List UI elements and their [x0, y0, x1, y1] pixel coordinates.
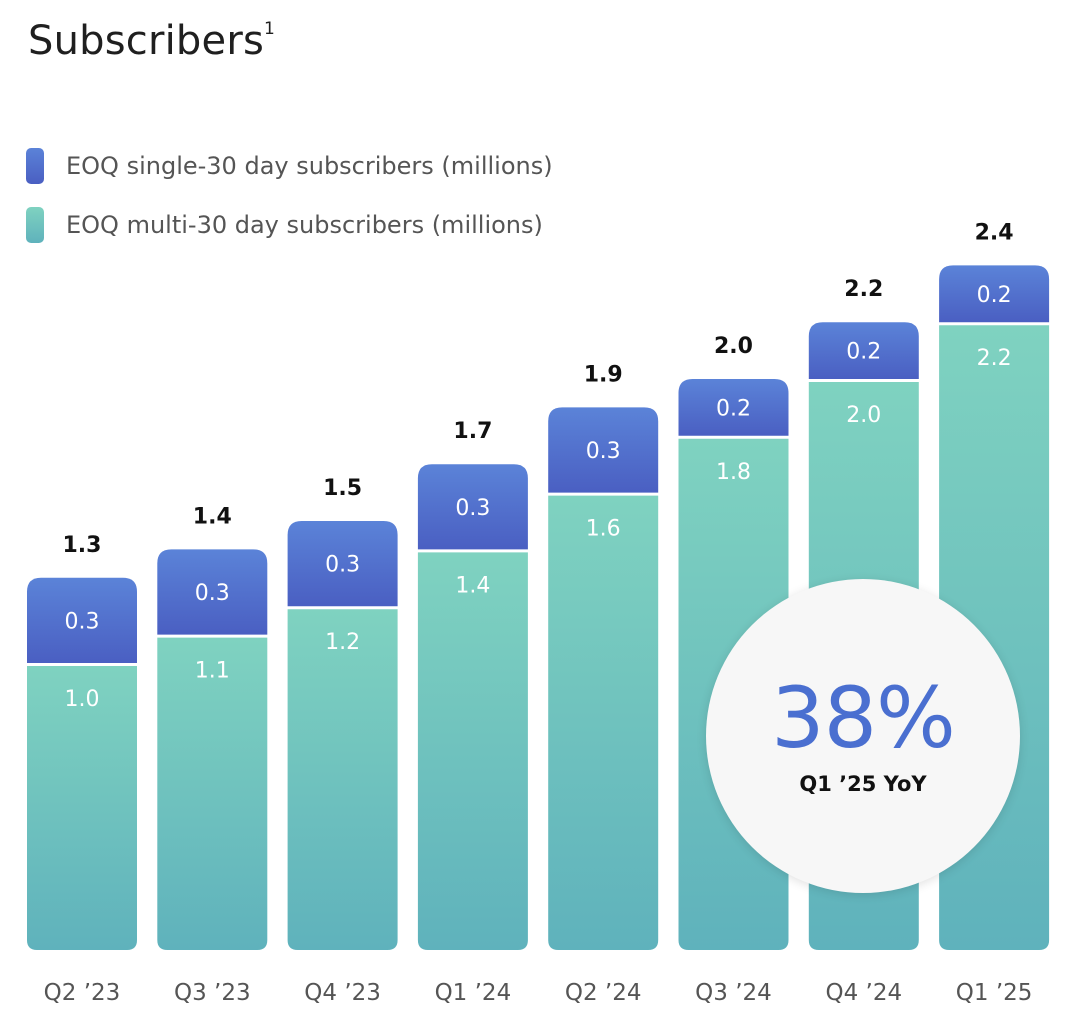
x-axis-tick-label: Q4 ’24 [825, 980, 902, 1006]
multi-value-label: 2.2 [977, 346, 1012, 371]
total-value-label: 2.2 [844, 277, 883, 302]
x-axis-tick-label: Q2 ’24 [565, 980, 642, 1006]
bar-single-segment [27, 577, 137, 663]
legend-item-multi: EOQ multi-30 day subscribers (millions) [26, 207, 543, 243]
chart-title-text: Subscribers [28, 18, 265, 64]
bar-single-segment [157, 549, 268, 635]
single-value-label: 0.2 [846, 340, 881, 365]
x-axis-tick-label: Q4 ’23 [304, 980, 381, 1006]
total-value-label: 1.7 [453, 419, 492, 444]
title-footnote-marker: 1 [264, 18, 276, 39]
bar-single-segment [548, 407, 659, 493]
x-axis-tick-label: Q2 ’23 [44, 980, 121, 1006]
yoy-growth-badge: 38% Q1 ’25 YoY [706, 579, 1020, 893]
single-value-label: 0.3 [195, 581, 230, 606]
bar-single-segment [417, 464, 528, 550]
x-axis-tick-label: Q3 ’24 [695, 980, 772, 1006]
yoy-growth-caption: Q1 ’25 YoY [799, 772, 927, 796]
bar-single-segment [287, 521, 398, 607]
total-value-label: 1.5 [323, 476, 362, 501]
single-value-label: 0.3 [325, 553, 360, 578]
bar-multi-segment [27, 666, 137, 950]
bar-single-segment [808, 322, 919, 379]
single-value-label: 0.2 [716, 396, 751, 421]
multi-value-label: 1.2 [325, 630, 360, 655]
multi-value-label: 1.0 [65, 687, 100, 712]
total-value-label: 2.0 [714, 334, 753, 359]
single-value-label: 0.3 [65, 609, 100, 634]
legend-label-multi: EOQ multi-30 day subscribers (millions) [66, 211, 543, 239]
legend-swatch-multi [26, 207, 44, 243]
legend-swatch-single [26, 148, 44, 184]
total-value-label: 1.3 [63, 533, 102, 558]
bar-multi-segment [548, 495, 659, 950]
total-value-label: 1.9 [584, 362, 623, 387]
bar-single-segment [678, 379, 789, 436]
multi-value-label: 1.8 [716, 460, 751, 485]
single-value-label: 0.2 [977, 283, 1012, 308]
legend-item-single: EOQ single-30 day subscribers (millions) [26, 148, 553, 184]
multi-value-label: 1.1 [195, 659, 230, 684]
bar-single-segment [939, 265, 1050, 323]
multi-value-label: 2.0 [846, 403, 881, 428]
multi-value-label: 1.4 [455, 573, 490, 598]
multi-value-label: 1.6 [586, 517, 621, 542]
total-value-label: 1.4 [193, 504, 232, 529]
chart-title: Subscribers1 [28, 18, 275, 64]
x-axis-tick-label: Q1 ’24 [435, 980, 512, 1006]
single-value-label: 0.3 [455, 496, 490, 521]
bar-multi-segment [417, 552, 528, 950]
legend-label-single: EOQ single-30 day subscribers (millions) [66, 152, 553, 180]
yoy-growth-value: 38% [771, 669, 956, 767]
bar-multi-segment [287, 609, 398, 950]
total-value-label: 2.4 [975, 220, 1014, 245]
single-value-label: 0.3 [586, 439, 621, 464]
bar-multi-segment [157, 637, 268, 950]
x-axis-tick-label: Q1 ’25 [956, 980, 1033, 1006]
x-axis-tick-label: Q3 ’23 [174, 980, 251, 1006]
